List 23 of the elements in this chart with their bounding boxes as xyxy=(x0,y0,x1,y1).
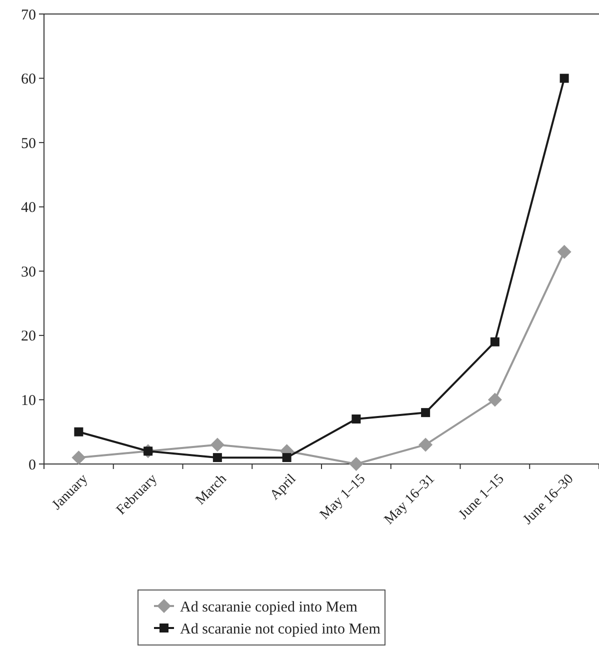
y-tick-label: 0 xyxy=(28,457,36,474)
point xyxy=(212,453,222,462)
y-tick-label: 60 xyxy=(21,72,36,88)
point xyxy=(557,244,572,259)
point xyxy=(74,427,84,436)
point xyxy=(418,438,433,452)
point xyxy=(282,453,292,462)
point xyxy=(488,392,502,407)
point xyxy=(72,450,86,465)
y-tick-label: 70 xyxy=(21,7,36,24)
y-tick-label: 20 xyxy=(21,328,36,345)
y-tick-label: 40 xyxy=(21,200,36,216)
point xyxy=(490,337,500,346)
point xyxy=(560,74,569,83)
legend-label: Ad scaranie copied into Mem xyxy=(180,599,358,616)
point xyxy=(210,438,224,452)
point xyxy=(352,414,361,424)
point xyxy=(421,408,430,418)
point xyxy=(349,457,364,471)
y-tick-label: 30 xyxy=(21,264,36,280)
y-tick-label: 50 xyxy=(21,136,36,152)
legend-label: Ad scaranie not copied into Mem xyxy=(180,621,381,638)
y-tick-label: 10 xyxy=(21,392,36,409)
